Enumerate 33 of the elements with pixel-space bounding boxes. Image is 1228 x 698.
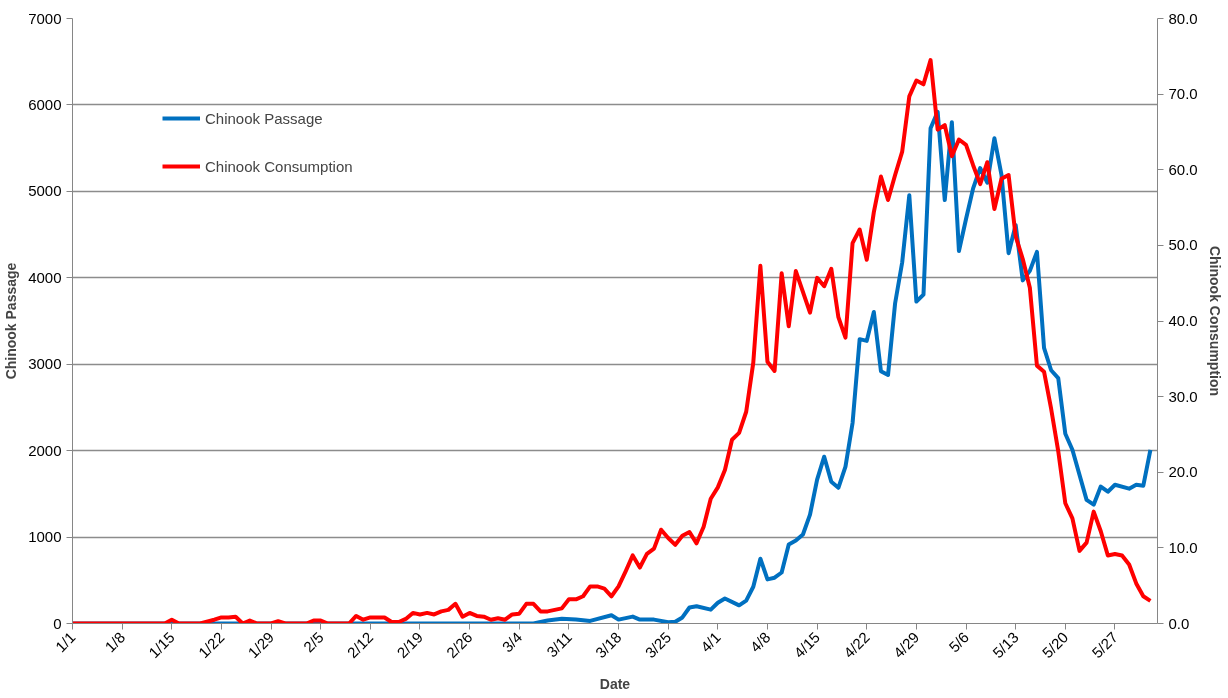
x-tick-label: 1/29 <box>244 628 278 662</box>
x-tick-label: 4/1 <box>697 628 724 656</box>
y2-axis-title: Chinook Consumption <box>1206 245 1223 397</box>
y-tick-label: 2000 <box>28 441 62 459</box>
y2-tick-label: 80.0 <box>1168 9 1198 27</box>
x-tick-label: 3/4 <box>498 628 526 656</box>
x-tick-label: 5/20 <box>1038 628 1072 662</box>
y-tick-label: 5000 <box>28 182 62 200</box>
x-tick-label: 4/22 <box>840 628 873 662</box>
y-tick-label: 3000 <box>28 355 62 373</box>
x-tick-label: 5/6 <box>945 628 973 656</box>
y2-tick-label: 20.0 <box>1168 463 1198 481</box>
y-tick-label: 1000 <box>28 528 62 546</box>
x-tick-label: 4/29 <box>889 628 923 662</box>
y-tick-label: 7000 <box>28 9 62 27</box>
y2-tick-label: 70.0 <box>1168 85 1198 103</box>
legend-label: Chinook Consumption <box>205 157 353 175</box>
y-tick-label: 6000 <box>28 95 62 113</box>
x-tick-label: 4/8 <box>746 628 774 656</box>
x-tick-label: 4/15 <box>790 628 824 662</box>
x-axis-title: Date <box>599 676 631 693</box>
y2-tick-label: 40.0 <box>1168 312 1198 329</box>
legend-label: Chinook Passage <box>205 109 323 127</box>
y2-tick-label: 30.0 <box>1168 387 1198 405</box>
y2-tick-label: 60.0 <box>1168 160 1198 178</box>
y2-tick-label: 50.0 <box>1168 236 1198 254</box>
x-tick-label: 2/5 <box>299 628 327 656</box>
y2-tick-label: 10.0 <box>1168 538 1198 556</box>
x-tick-label: 1/8 <box>101 628 129 656</box>
x-tick-label: 3/11 <box>543 628 575 661</box>
y-axis-title: Chinook Passage <box>3 262 20 380</box>
y2-tick-label: 0.0 <box>1168 614 1190 632</box>
y-tick-label: 4000 <box>28 268 62 286</box>
